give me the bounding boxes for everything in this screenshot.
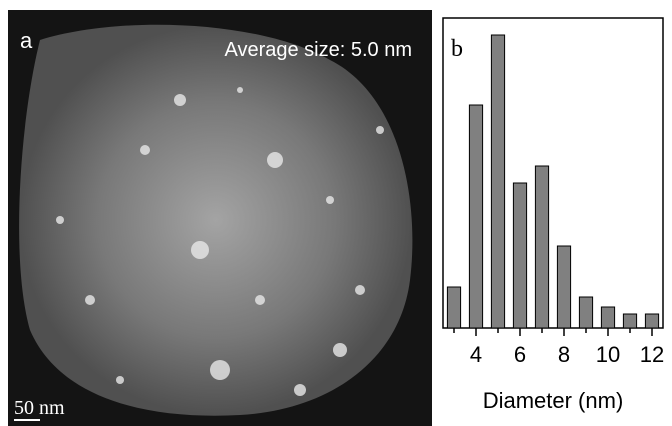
bar [490, 34, 506, 329]
bar [644, 313, 660, 329]
plot-frame [442, 17, 664, 329]
bar [512, 182, 528, 329]
bar [468, 104, 484, 329]
x-tick-label: 6 [514, 342, 526, 367]
annotation: Average size: 5.0 nm [224, 39, 412, 61]
x-tick-label: 4 [470, 342, 482, 367]
particle-support [19, 24, 413, 416]
x-tick-label: 8 [558, 342, 570, 367]
x-tick-label: 12 [640, 342, 664, 367]
x-tick-label: 10 [596, 342, 620, 367]
bar [534, 165, 550, 329]
bar [600, 306, 616, 329]
bar [622, 313, 638, 329]
histogram: 4 6 8 10 12 Diameter (nm) b [442, 17, 664, 413]
scale-bar-label: 50 nm [14, 397, 65, 419]
nanoparticles [56, 87, 384, 396]
bar [556, 245, 572, 329]
x-axis-label: Diameter (nm) [483, 388, 624, 413]
micrograph: a Average size: 5.0 nm 50 nm [8, 10, 432, 426]
bar [578, 296, 594, 329]
bar [446, 286, 462, 329]
panel-label: b [451, 36, 463, 62]
panel-label: a [20, 28, 33, 53]
